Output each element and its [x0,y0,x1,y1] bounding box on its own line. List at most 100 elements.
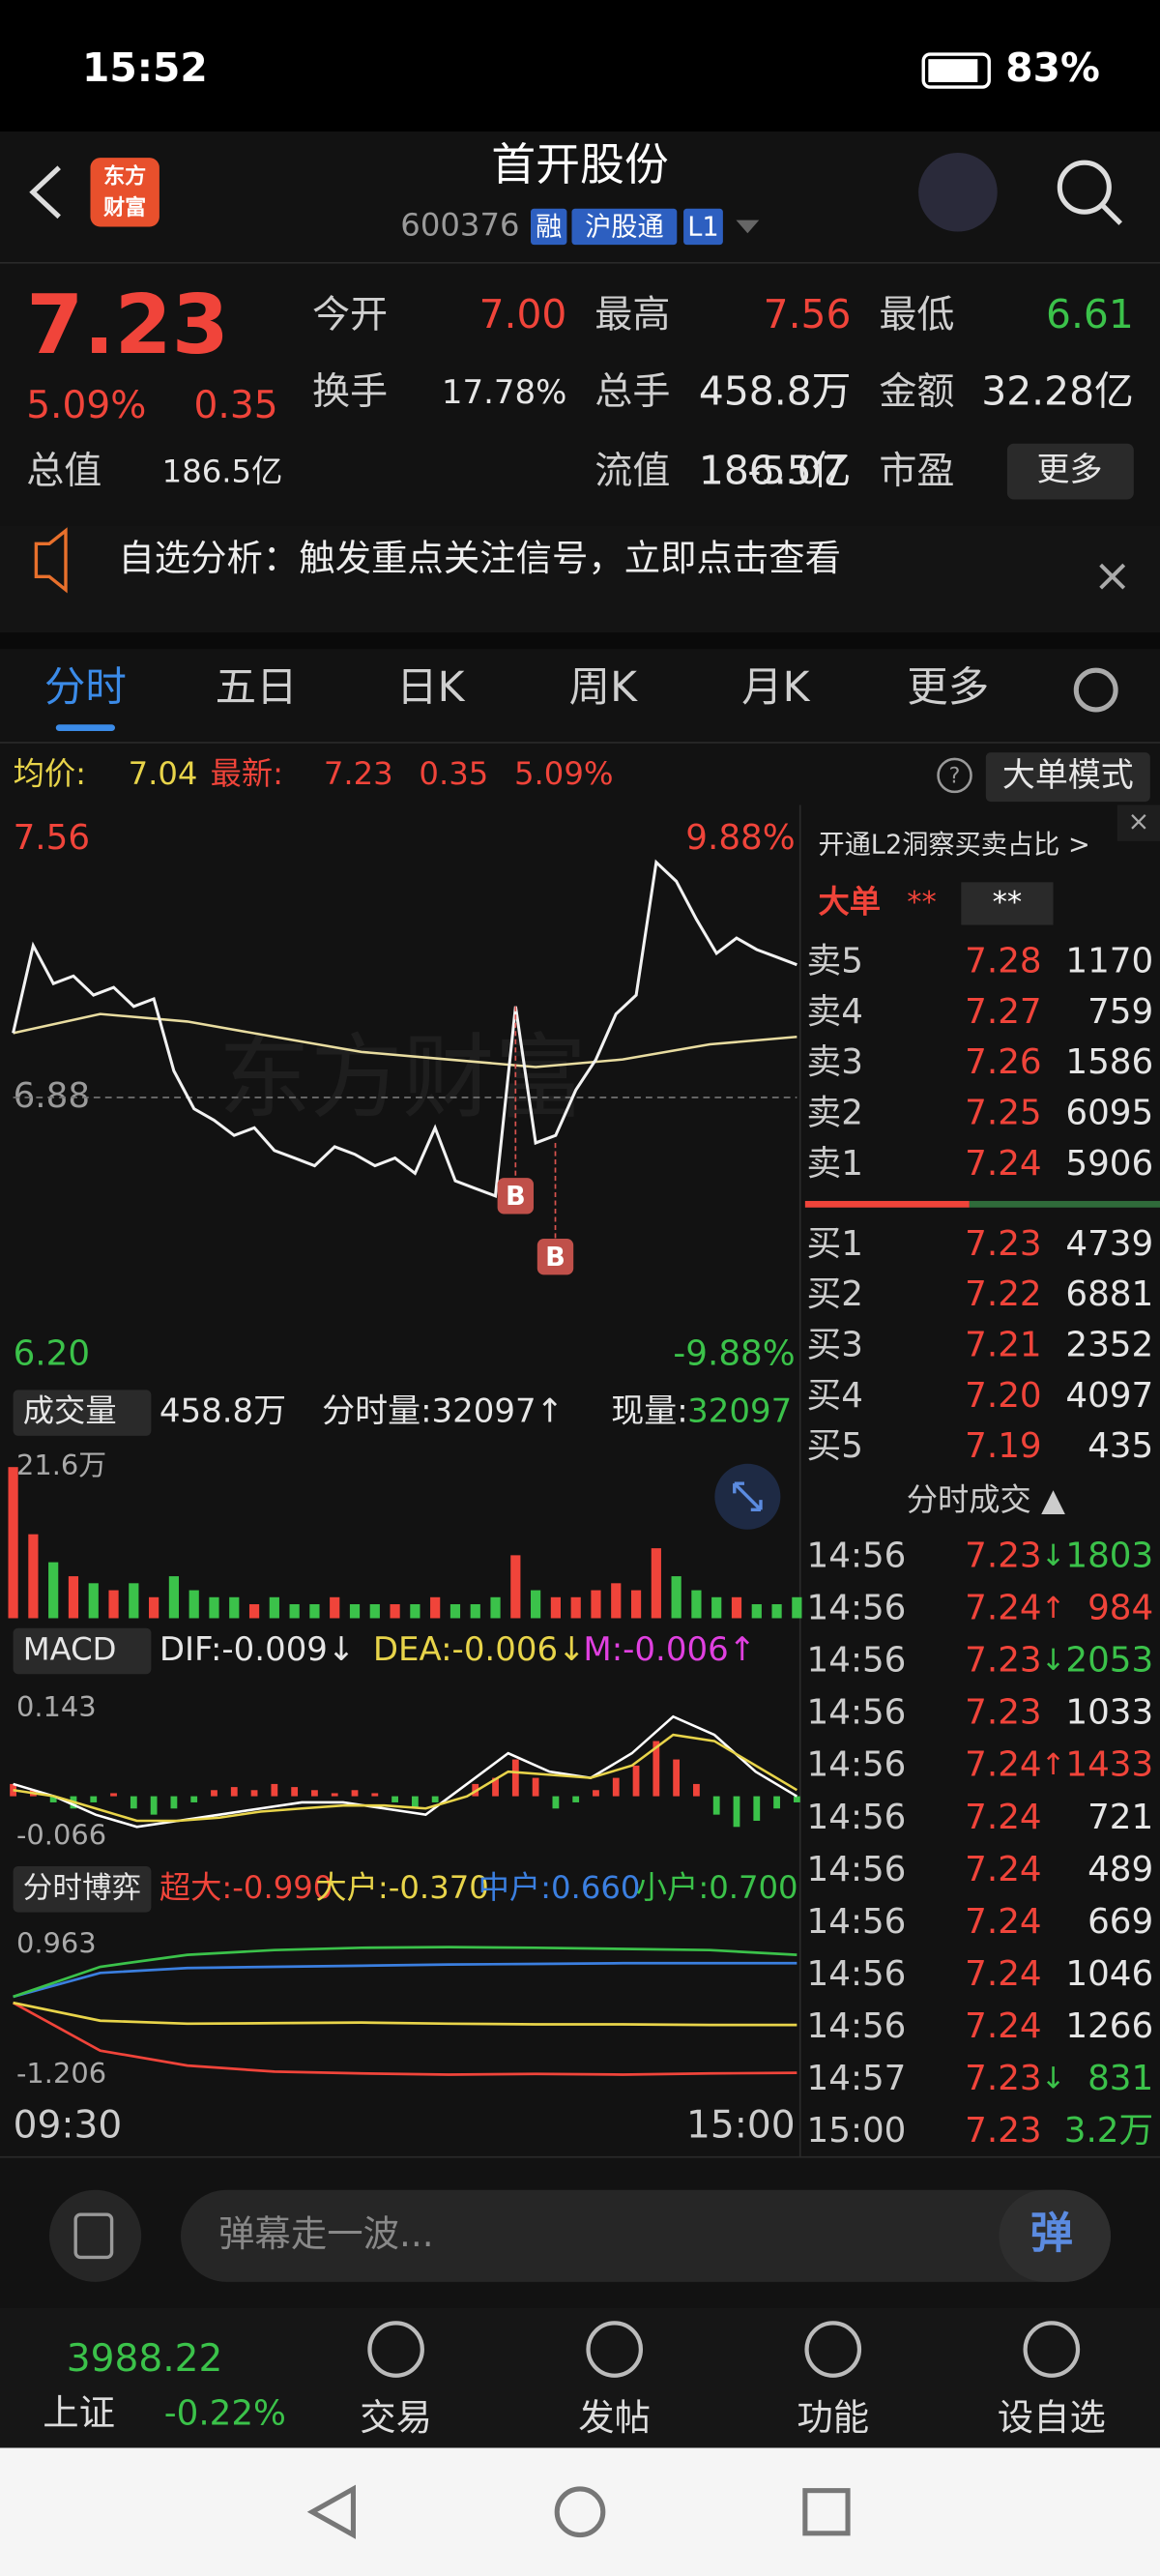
macd-bar [311,1790,318,1797]
macd-bar [49,1796,57,1802]
volume-bar [510,1555,521,1619]
settings-icon[interactable] [1073,667,1118,713]
system-nav [0,2447,1160,2576]
macd-bar [552,1796,560,1809]
trade-time: 14:56 [807,2006,907,2046]
nav-icon [804,2321,862,2378]
promo-close[interactable] [1116,805,1160,841]
tab[interactable]: 月K [741,664,810,712]
fund-line [13,2001,798,2027]
field-value: 32.28亿 [981,368,1134,415]
help-mark: ? [949,764,961,789]
promo[interactable]: 开通L2洞察买卖占比 > [818,830,1089,860]
macd-bar [673,1759,681,1797]
danmaku-text: 弹 [1030,2209,1073,2258]
marker-bg [536,1239,574,1275]
nav-item[interactable]: 功能 [797,2396,869,2439]
trade-price: 7.23 [965,1537,1041,1576]
field-label: 总值 [26,450,102,493]
big-order-masked: ** [993,886,1023,920]
volume-bar [490,1596,501,1619]
volume-bar [630,1590,642,1619]
mode-text: 大单模式 [1002,756,1134,795]
tab[interactable]: 五日 [216,664,298,712]
index-name: 上证 [43,2391,115,2434]
indicator-name: 分时博弈 [23,1871,141,1905]
indicator-selector[interactable] [13,1627,152,1675]
book-price: 7.22 [965,1274,1041,1314]
system-home[interactable] [554,2486,606,2538]
comment-glyph [73,2212,114,2260]
field-value: -5.07 [747,450,845,493]
macd-bar [150,1796,158,1815]
dea-label: DEA:-0.006↓ [373,1630,586,1669]
y-tick-label: -0.066 [16,1818,106,1851]
nav-icon [1023,2321,1081,2378]
trade-price: 7.24 [965,1745,1041,1785]
help-icon[interactable] [937,757,972,794]
book-volume: 2352 [1065,1325,1153,1364]
tab[interactable]: 日K [396,664,465,712]
trade-time: 15:00 [807,2111,907,2151]
book-price: 7.26 [965,1042,1041,1082]
volume-bar [651,1548,661,1619]
current-label: 现量: [611,1392,687,1431]
fund-line [13,1961,798,1999]
trade-volume: 721 [1088,1798,1153,1837]
macd-bar [371,1793,379,1797]
legend-entry: 小户:0.700 [636,1869,798,1906]
macd-bar [632,1765,640,1797]
tag-bg [531,208,567,246]
trade-volume: 831 [1088,2059,1153,2098]
mode-button[interactable] [985,752,1150,803]
volume-bar [410,1604,420,1619]
back-button[interactable] [29,165,61,220]
tab[interactable]: 更多 [907,664,989,712]
volume-bar [108,1590,119,1619]
notice-bar[interactable] [0,525,1160,633]
dropdown[interactable] [736,220,760,234]
logo-text: 财富 [103,195,146,220]
nav-item[interactable]: 交易 [360,2396,432,2439]
nav-item[interactable]: 发帖 [578,2396,651,2439]
y-tick-label: 7.56 [14,818,90,858]
field-label: 最低 [879,293,954,337]
trade-volume: 489 [1088,1850,1153,1889]
field-label: 今开 [312,293,388,337]
macd-bar [511,1759,519,1797]
macd-bar [612,1777,620,1797]
comment-icon[interactable] [48,2189,142,2282]
battery-icon [921,52,991,89]
more-button[interactable] [1006,443,1134,500]
danmaku-button[interactable] [999,2189,1112,2282]
notice-text[interactable]: 自选分析：触发重点关注信号，立即点击查看 [118,537,841,579]
indicator-name: MACD [23,1630,117,1667]
legend-entry: 中户:0.660 [478,1869,641,1906]
latest-label: 最新: [211,755,283,792]
field-label: 市盈 [879,450,954,493]
robot-icon[interactable] [918,153,998,232]
indicator-selector[interactable] [13,1390,152,1436]
indicator-selector[interactable] [13,1866,152,1913]
close-icon[interactable]: × [1093,549,1132,602]
macd-bar [572,1796,580,1802]
more-text: 更多 [1037,451,1103,489]
comment-input[interactable] [180,2189,1112,2282]
macd-bar [130,1796,137,1809]
nav-item[interactable]: 设自选 [998,2396,1106,2439]
macd-bar [753,1796,761,1821]
y-tick-label: -1.206 [16,2057,106,2090]
field-label: 流值 [594,450,670,493]
macd-bar [90,1796,98,1802]
latest-value: 7.23 [324,755,393,792]
system-recent[interactable] [802,2488,851,2536]
tab[interactable]: 分时 [44,664,127,712]
y-tick-label: 21.6万 [16,1449,106,1481]
book-split-grey [969,1200,1160,1208]
system-back[interactable] [306,2484,356,2539]
tab[interactable]: 周K [569,664,638,712]
x-tick-label: 15:00 [686,2104,796,2148]
search-icon[interactable] [1057,160,1112,215]
index-value[interactable]: 3988.22 [67,2337,223,2381]
trade-volume: 3.2万 [1064,2111,1153,2151]
